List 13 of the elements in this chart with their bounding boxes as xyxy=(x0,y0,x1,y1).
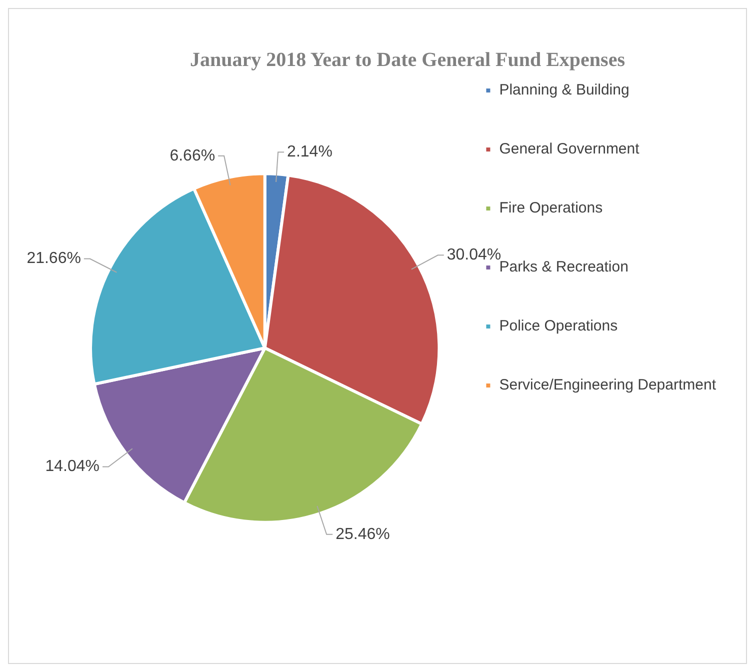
legend-label: Parks & Recreation xyxy=(499,258,628,276)
data-label: 21.66% xyxy=(26,250,81,268)
data-label: 2.14% xyxy=(287,143,332,160)
data-label: 14.04% xyxy=(45,458,100,476)
legend-label: Fire Operations xyxy=(499,200,603,217)
legend-label: Police Operations xyxy=(499,318,618,335)
data-label: 6.66% xyxy=(170,147,216,164)
data-label: 25.46% xyxy=(336,526,390,543)
legend-label: Planning & Building xyxy=(499,82,630,99)
legend-label: General Government xyxy=(499,140,640,158)
legend-label: Service/Engineering Department xyxy=(499,376,717,394)
chart-title: January 2018 Year to Date General Fund Expenses xyxy=(190,49,626,72)
data-label: 30.04% xyxy=(446,246,502,264)
